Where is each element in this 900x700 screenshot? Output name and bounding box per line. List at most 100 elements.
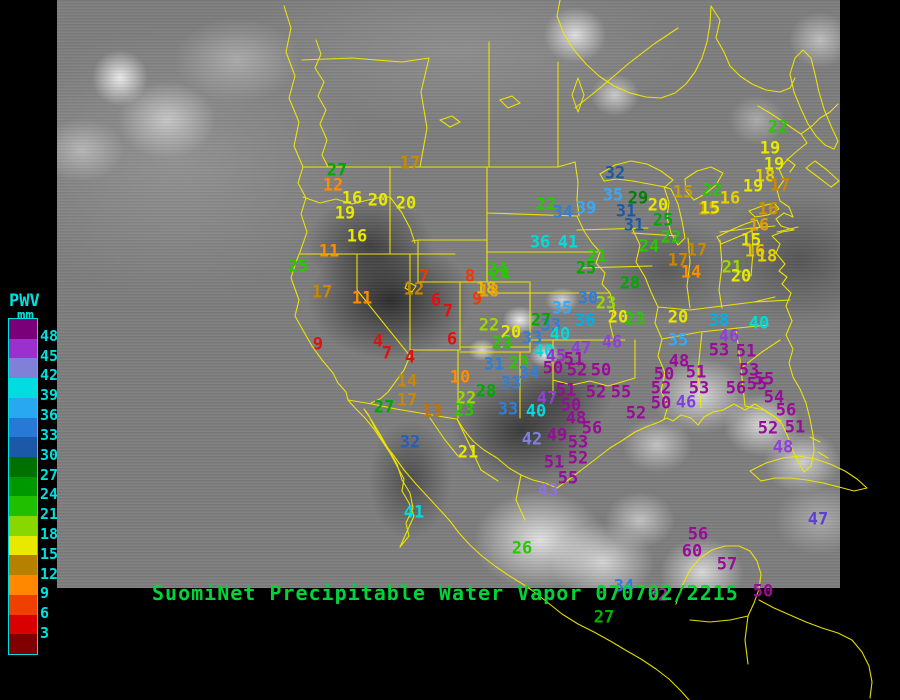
- legend-tick-label: 6: [40, 604, 50, 623]
- station-pwv-value: 10: [449, 367, 471, 388]
- station-pwv-value: 51: [784, 417, 806, 438]
- station-pwv-value: 29: [627, 188, 649, 209]
- station-pwv-value: 26: [511, 538, 533, 559]
- legend-color-block: [9, 378, 37, 398]
- station-pwv-value: 47: [807, 509, 829, 530]
- station-pwv-value: 50: [653, 364, 675, 385]
- station-pwv-value: 16: [346, 226, 368, 247]
- station-pwv-value: 51: [685, 362, 707, 383]
- rio-grande-border: [347, 399, 558, 489]
- station-pwv-value: 11: [351, 288, 373, 309]
- station-pwv-value: 16: [341, 188, 363, 209]
- station-pwv-value: 23: [595, 293, 617, 314]
- station-pwv-value: 56: [775, 400, 797, 421]
- station-pwv-value: 17: [667, 250, 689, 271]
- cuba: [749, 455, 868, 492]
- station-pwv-value: 52: [566, 360, 588, 381]
- station-pwv-value: 24: [489, 264, 511, 285]
- station-pwv-value: 33: [540, 315, 562, 336]
- station-pwv-value: 12: [403, 279, 425, 300]
- legend-color-block: [9, 614, 37, 635]
- station-pwv-value: 22: [535, 194, 557, 215]
- station-pwv-value: 25: [652, 210, 674, 231]
- station-pwv-value: 22: [478, 315, 500, 336]
- station-pwv-value: 47: [536, 388, 558, 409]
- station-pwv-value: 17: [769, 175, 791, 196]
- station-pwv-value: 56: [581, 418, 603, 439]
- station-pwv-value: 47: [570, 338, 592, 359]
- legend-color-block: [9, 476, 37, 497]
- station-pwv-value: 27: [593, 607, 615, 628]
- station-pwv-value: 48: [772, 437, 794, 458]
- station-pwv-value: 41: [557, 232, 579, 253]
- legend-color-block: [9, 535, 37, 556]
- station-pwv-value: 15: [740, 230, 762, 251]
- legend-color-block: [9, 555, 37, 576]
- legend-tick-label: 27: [40, 465, 59, 484]
- station-pwv-value: 46: [675, 392, 697, 413]
- station-pwv-value: 34: [613, 576, 635, 597]
- station-pwv-value: 14: [396, 371, 418, 392]
- station-pwv-value: 42: [521, 429, 543, 450]
- station-pwv-value: 12: [322, 175, 344, 196]
- station-pwv-value: 9: [312, 334, 324, 355]
- james-bay-quebec: [789, 49, 839, 150]
- lake-erie: [716, 219, 761, 245]
- legend-color-block: [9, 496, 37, 517]
- station-pwv-value: 17: [396, 390, 418, 411]
- station-pwv-value: 52: [650, 378, 672, 399]
- station-pwv-value: 55: [610, 382, 632, 403]
- legend-color-block: [9, 575, 37, 595]
- legend-color-block: [9, 358, 37, 379]
- station-pwv-value: 53: [567, 432, 589, 453]
- station-pwv-value: 15: [697, 199, 719, 220]
- image-title: SuomiNet Precipitable Water Vapor 070702…: [152, 581, 739, 605]
- east-coastline: [771, 125, 813, 378]
- northwest-state-lines: [299, 166, 416, 255]
- legend-tick-label: 36: [40, 406, 59, 425]
- station-pwv-value: 52: [625, 403, 647, 424]
- station-pwv-value: 32: [604, 163, 626, 184]
- legend-color-block: [9, 516, 37, 536]
- station-pwv-value: 16: [744, 241, 766, 262]
- station-pwv-value: 20: [607, 307, 629, 328]
- legend-tick-label: 9: [40, 584, 50, 603]
- station-pwv-value: 36: [574, 310, 596, 331]
- station-pwv-value: 20: [647, 195, 669, 216]
- station-pwv-value: 18: [756, 246, 778, 267]
- station-pwv-value: 50: [590, 360, 612, 381]
- lake-huron: [684, 166, 724, 201]
- station-pwv-value: 17: [311, 282, 333, 303]
- legend-tick-label: 48: [40, 326, 59, 345]
- legend-tick-label: 42: [40, 366, 59, 385]
- station-pwv-value: 55: [753, 369, 775, 390]
- station-pwv-value: 16: [748, 215, 770, 236]
- station-pwv-value: 51: [563, 349, 585, 370]
- station-pwv-value: 16: [719, 188, 741, 209]
- lake-michigan: [663, 186, 686, 246]
- station-pwv-value: 35: [602, 185, 624, 206]
- pwv-color-scale-ticks: 48 45 42 39 36 33 30 27 24 21 18 15 12 9 6 3: [40, 318, 80, 658]
- legend-tick-label: 21: [40, 505, 59, 524]
- bahamas-marks: [809, 436, 829, 459]
- station-pwv-value: 19: [759, 138, 781, 159]
- station-pwv-value: 57: [716, 554, 738, 575]
- canada-lakes: [439, 77, 585, 128]
- station-pwv-value: 19: [763, 154, 785, 175]
- legend-color-block: [9, 397, 37, 418]
- station-pwv-value: 34: [552, 202, 574, 223]
- station-pwv-value: 20: [367, 190, 389, 211]
- station-pwv-value: 21: [721, 257, 743, 278]
- lake-ontario: [748, 202, 780, 218]
- station-pwv-value: 23: [624, 309, 646, 330]
- legend-tick-label: 12: [40, 564, 59, 583]
- station-pwv-value: 20: [730, 266, 752, 287]
- station-pwv-value: 39: [575, 198, 597, 219]
- station-pwv-value: 32: [399, 432, 421, 453]
- station-pwv-value: 53: [708, 340, 730, 361]
- station-pwv-value: 18: [475, 278, 497, 299]
- station-pwv-value: 54: [763, 387, 785, 408]
- station-pwv-value: 7: [442, 301, 454, 322]
- station-pwv-value: 17: [399, 153, 421, 174]
- station-pwv-value: 45: [545, 346, 567, 367]
